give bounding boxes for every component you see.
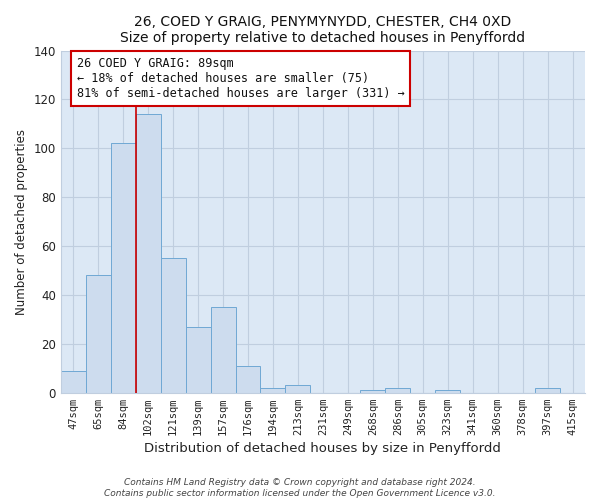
- Bar: [61, 370, 86, 392]
- Bar: [535, 388, 560, 392]
- Bar: [435, 390, 460, 392]
- Bar: [260, 388, 286, 392]
- Y-axis label: Number of detached properties: Number of detached properties: [15, 128, 28, 314]
- Bar: [161, 258, 185, 392]
- X-axis label: Distribution of detached houses by size in Penyffordd: Distribution of detached houses by size …: [145, 442, 502, 455]
- Bar: [136, 114, 161, 392]
- Bar: [361, 390, 385, 392]
- Bar: [236, 366, 260, 392]
- Bar: [86, 276, 111, 392]
- Text: 26 COED Y GRAIG: 89sqm
← 18% of detached houses are smaller (75)
81% of semi-det: 26 COED Y GRAIG: 89sqm ← 18% of detached…: [77, 58, 404, 100]
- Bar: [185, 326, 211, 392]
- Bar: [111, 144, 136, 392]
- Text: Contains HM Land Registry data © Crown copyright and database right 2024.
Contai: Contains HM Land Registry data © Crown c…: [104, 478, 496, 498]
- Title: 26, COED Y GRAIG, PENYMYNYDD, CHESTER, CH4 0XD
Size of property relative to deta: 26, COED Y GRAIG, PENYMYNYDD, CHESTER, C…: [121, 15, 526, 45]
- Bar: [385, 388, 410, 392]
- Bar: [286, 386, 310, 392]
- Bar: [211, 307, 236, 392]
